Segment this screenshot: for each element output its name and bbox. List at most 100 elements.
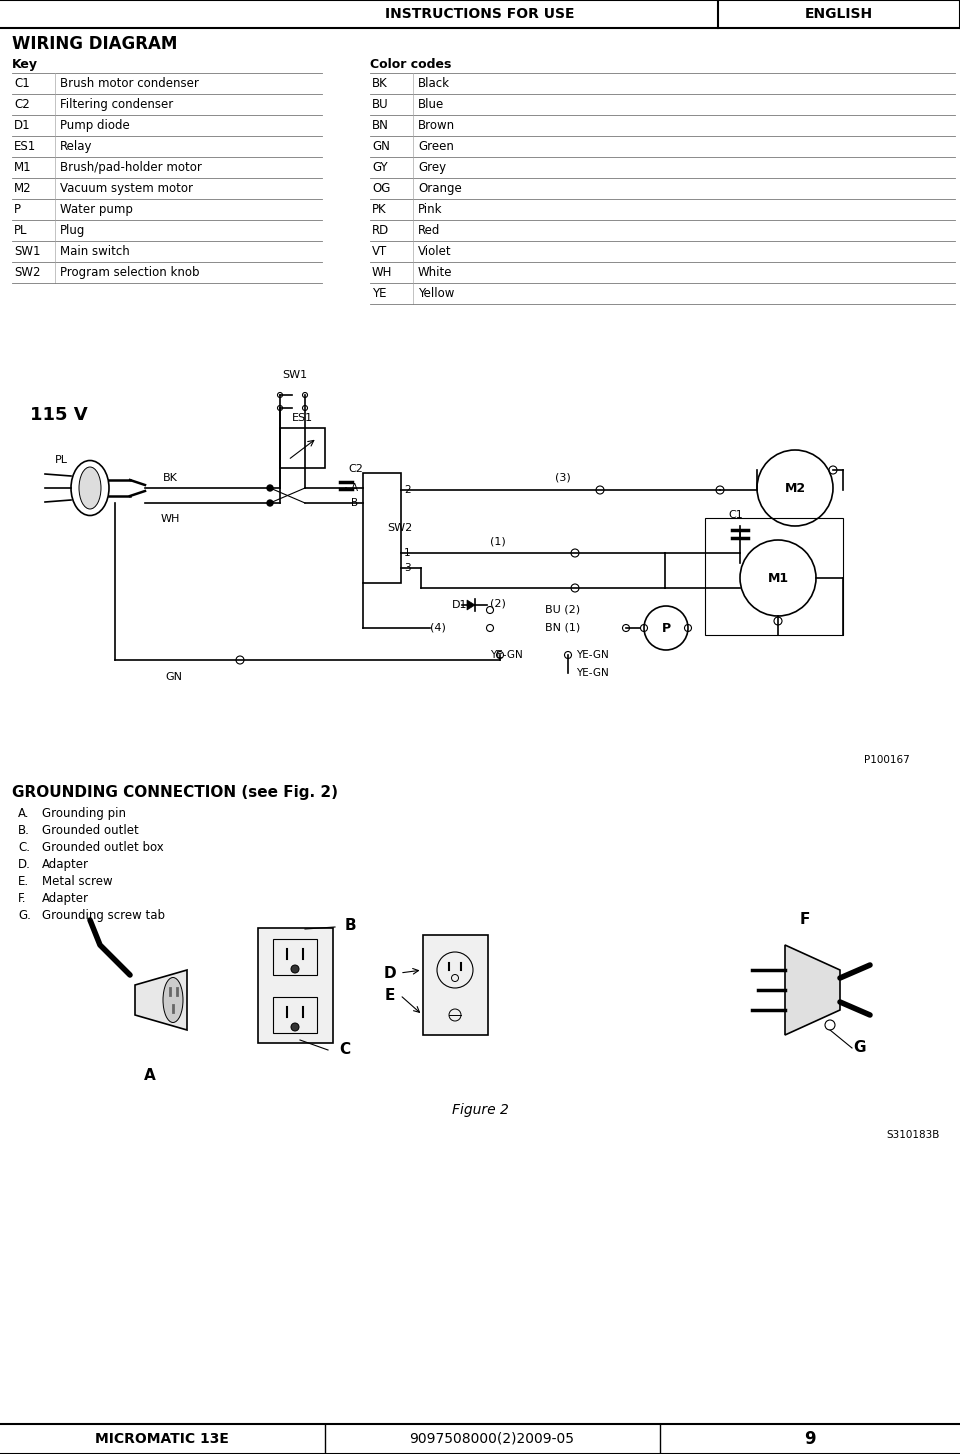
Bar (273, 939, 317, 976)
Text: E.: E. (18, 875, 29, 888)
Polygon shape (135, 970, 187, 1029)
Text: Vacuum system motor: Vacuum system motor (60, 182, 193, 195)
Text: BN (1): BN (1) (545, 622, 580, 632)
Text: Grounding screw tab: Grounding screw tab (42, 909, 165, 922)
Text: YE-GN: YE-GN (490, 650, 523, 660)
Text: SW1: SW1 (282, 369, 307, 379)
Text: PL: PL (55, 455, 68, 465)
Text: YE-GN: YE-GN (576, 667, 609, 678)
Text: D1: D1 (452, 601, 468, 611)
Text: SW2: SW2 (14, 266, 40, 279)
Bar (280, 427, 325, 468)
Circle shape (291, 965, 299, 973)
Circle shape (267, 486, 273, 491)
Text: F: F (800, 913, 810, 928)
Text: Key: Key (12, 58, 38, 71)
Text: B: B (345, 917, 356, 932)
Ellipse shape (71, 461, 109, 516)
Text: D: D (384, 965, 396, 980)
Text: (1): (1) (490, 537, 506, 547)
Text: Brush/pad-holder motor: Brush/pad-holder motor (60, 161, 202, 174)
Text: Figure 2: Figure 2 (451, 1104, 509, 1117)
Text: 3: 3 (404, 563, 411, 573)
Text: Metal screw: Metal screw (42, 875, 112, 888)
Text: Program selection knob: Program selection knob (60, 266, 200, 279)
Text: (3): (3) (555, 473, 571, 483)
Text: (2): (2) (490, 598, 506, 608)
Text: Water pump: Water pump (60, 204, 132, 217)
Ellipse shape (163, 977, 183, 1022)
Text: B: B (351, 499, 358, 507)
Text: C.: C. (18, 840, 30, 853)
Text: Yellow: Yellow (418, 286, 454, 300)
Text: PL: PL (14, 224, 28, 237)
Text: Blue: Blue (418, 97, 444, 111)
Text: 9: 9 (804, 1429, 816, 1448)
Text: BK: BK (162, 473, 178, 483)
Text: MICROMATIC 13E: MICROMATIC 13E (95, 1432, 228, 1445)
Text: B.: B. (18, 824, 30, 838)
Text: Brush motor condenser: Brush motor condenser (60, 77, 199, 90)
Text: 1: 1 (404, 548, 411, 558)
Text: C2: C2 (348, 464, 363, 474)
Text: (4): (4) (430, 622, 445, 632)
Text: M1: M1 (767, 571, 788, 585)
Text: Grounded outlet box: Grounded outlet box (42, 840, 164, 853)
Bar (422, 935, 488, 1035)
Bar (273, 997, 317, 1032)
Text: VT: VT (372, 246, 387, 257)
Text: Grey: Grey (418, 161, 446, 174)
Bar (705, 518, 843, 635)
Text: WH: WH (160, 515, 180, 523)
Text: C1: C1 (728, 510, 743, 521)
Bar (257, 928, 332, 1043)
Text: BK: BK (372, 77, 388, 90)
Text: Filtering condenser: Filtering condenser (60, 97, 173, 111)
Text: Main switch: Main switch (60, 246, 130, 257)
Text: WH: WH (372, 266, 393, 279)
Text: Plug: Plug (60, 224, 85, 237)
Text: 9097508000(2)2009-05: 9097508000(2)2009-05 (410, 1432, 574, 1445)
Text: D.: D. (18, 858, 31, 871)
Text: Black: Black (418, 77, 450, 90)
Text: Relay: Relay (60, 140, 92, 153)
Bar (363, 473, 401, 583)
Text: INSTRUCTIONS FOR USE: INSTRUCTIONS FOR USE (385, 7, 575, 20)
Text: C2: C2 (14, 97, 30, 111)
Text: YE: YE (372, 286, 387, 300)
Text: A: A (144, 1067, 156, 1082)
Text: P100167: P100167 (864, 755, 910, 765)
Circle shape (291, 1024, 299, 1031)
Text: YE-GN: YE-GN (576, 650, 609, 660)
Text: P: P (14, 204, 21, 217)
Text: Pink: Pink (418, 204, 443, 217)
Text: P: P (661, 621, 671, 634)
Text: M2: M2 (784, 481, 805, 494)
Text: A: A (351, 483, 358, 493)
Text: Adapter: Adapter (42, 891, 89, 904)
Text: G.: G. (18, 909, 31, 922)
Text: RD: RD (372, 224, 389, 237)
Text: Grounded outlet: Grounded outlet (42, 824, 139, 838)
Text: WIRING DIAGRAM: WIRING DIAGRAM (12, 35, 178, 52)
Text: GROUNDING CONNECTION (see Fig. 2): GROUNDING CONNECTION (see Fig. 2) (12, 785, 338, 800)
Text: D1: D1 (14, 119, 31, 132)
Polygon shape (785, 945, 840, 1035)
Text: E: E (385, 987, 396, 1002)
Text: BN: BN (372, 119, 389, 132)
Text: SW2: SW2 (387, 523, 412, 534)
Text: G: G (853, 1041, 866, 1056)
Text: ES1: ES1 (14, 140, 36, 153)
Text: Grounding pin: Grounding pin (42, 807, 126, 820)
Circle shape (267, 500, 273, 506)
Text: C: C (340, 1043, 350, 1057)
Text: GN: GN (165, 672, 182, 682)
Text: ENGLISH: ENGLISH (804, 7, 873, 20)
Text: 115 V: 115 V (30, 406, 87, 425)
Text: OG: OG (372, 182, 391, 195)
Text: GN: GN (372, 140, 390, 153)
Text: C1: C1 (14, 77, 30, 90)
Text: M1: M1 (14, 161, 32, 174)
Text: BU (2): BU (2) (545, 605, 580, 615)
Text: 2: 2 (404, 486, 411, 494)
